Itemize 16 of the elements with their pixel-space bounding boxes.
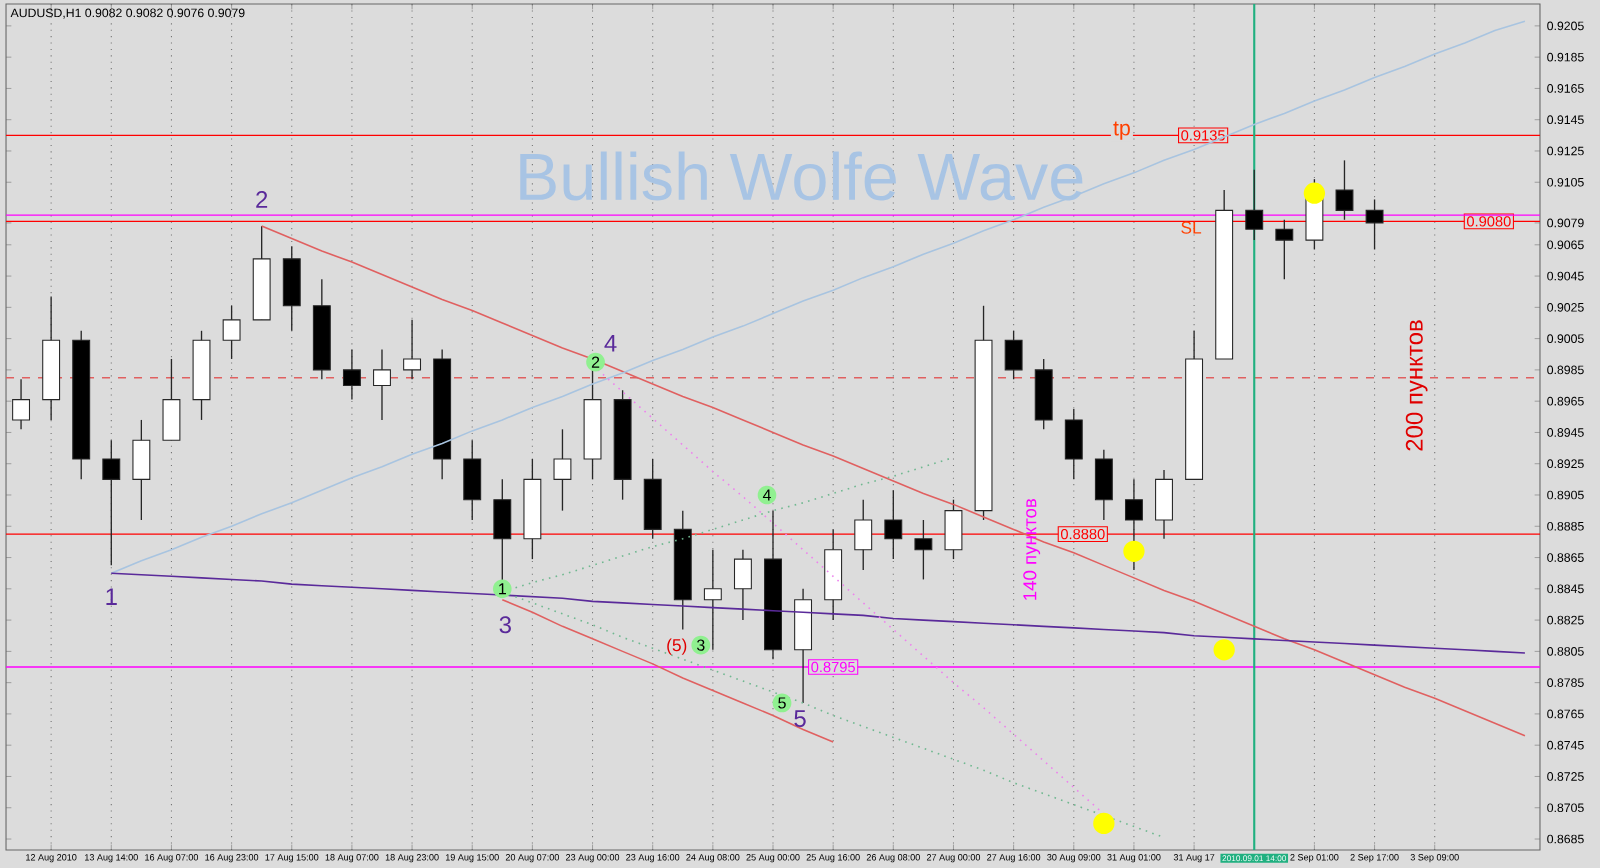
annotation: (5) xyxy=(667,638,687,655)
annotation: 1 xyxy=(106,588,117,605)
annotation: 200 пунктов xyxy=(1405,320,1428,451)
annotation: tp xyxy=(1113,121,1130,140)
text: Bullish Wolfe Wave xyxy=(520,151,1083,201)
annotation: 140 пунктов xyxy=(1023,498,1041,600)
annotation: 5 xyxy=(794,710,806,727)
annotation: SL xyxy=(1181,221,1202,234)
annotation: 3 xyxy=(499,616,511,634)
annotation: 4 xyxy=(604,335,617,352)
annotation: 3 xyxy=(696,639,705,651)
annotation: 1 xyxy=(499,583,506,595)
annotation: 2 xyxy=(256,191,268,208)
annotation: 4 xyxy=(762,489,771,501)
annotation: 2 xyxy=(591,356,600,368)
annotation: 5 xyxy=(778,697,786,709)
